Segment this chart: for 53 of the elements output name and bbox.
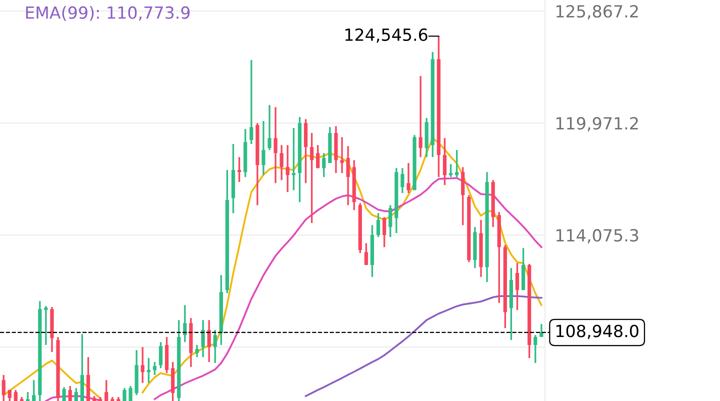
candlestick bbox=[515, 262, 520, 311]
candlestick bbox=[274, 106, 278, 184]
candlestick bbox=[280, 144, 284, 181]
candlestick bbox=[44, 305, 48, 346]
candlestick bbox=[442, 137, 447, 186]
ref-line-label: 108,948.0 bbox=[556, 324, 638, 339]
candlestick bbox=[146, 357, 150, 384]
candlestick bbox=[340, 136, 344, 174]
candlestick bbox=[540, 323, 544, 338]
candlestick bbox=[213, 329, 217, 364]
candlestick bbox=[316, 144, 320, 169]
annotation: 124,545.6 bbox=[345, 28, 428, 43]
candlestick bbox=[455, 149, 459, 178]
candlestick bbox=[364, 242, 368, 266]
candlestick bbox=[448, 163, 453, 178]
candlestick bbox=[122, 387, 126, 401]
candlestick bbox=[237, 156, 242, 183]
candlestick bbox=[292, 127, 296, 191]
candlestick bbox=[104, 379, 108, 401]
candlestick bbox=[201, 319, 205, 358]
candlestick bbox=[400, 167, 404, 194]
candlestick bbox=[250, 59, 254, 145]
candlestick bbox=[158, 341, 163, 369]
candlestick bbox=[195, 344, 199, 358]
y-tick-label: 119,971.2 bbox=[556, 117, 638, 132]
candlestick bbox=[2, 374, 6, 401]
candlestick bbox=[128, 385, 132, 401]
candlestick bbox=[74, 387, 78, 401]
candlestick bbox=[152, 361, 157, 376]
candlestick bbox=[140, 346, 144, 384]
candlestick bbox=[376, 212, 380, 238]
candlestick bbox=[32, 379, 36, 401]
candlestick bbox=[207, 319, 211, 363]
candlestick bbox=[62, 386, 66, 401]
candlestick bbox=[310, 132, 314, 224]
candlestick bbox=[14, 389, 18, 401]
candlestick bbox=[534, 334, 538, 364]
candlestick bbox=[268, 104, 272, 151]
candlestick bbox=[388, 204, 392, 238]
candlestick bbox=[418, 75, 422, 158]
candlestick bbox=[322, 152, 326, 178]
text: EMA(99): 110,773.9 bbox=[26, 6, 190, 21]
line-series bbox=[304, 295, 542, 397]
candlestick bbox=[346, 145, 350, 206]
candlestick bbox=[406, 162, 410, 194]
candlestick bbox=[304, 118, 308, 184]
y-tick-label: 125,867.2 bbox=[556, 5, 638, 20]
candlestick bbox=[262, 120, 266, 176]
candlestick bbox=[382, 216, 386, 248]
candlestick bbox=[461, 166, 465, 226]
candlestick bbox=[68, 385, 72, 401]
candlestick bbox=[286, 144, 290, 193]
y-tick-label: 114,075.3 bbox=[556, 229, 638, 244]
